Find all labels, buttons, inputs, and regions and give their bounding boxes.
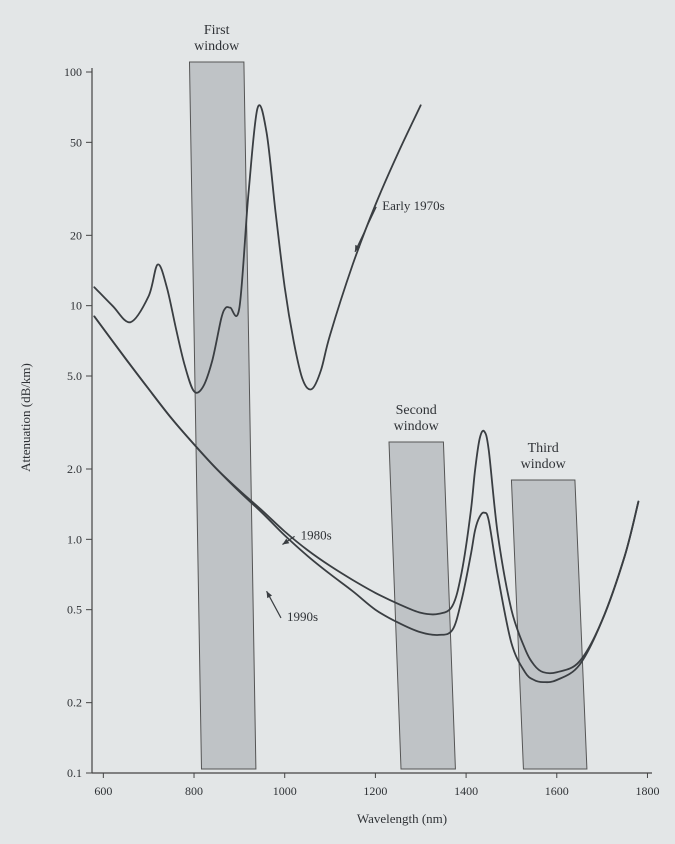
annotation-arrowhead (266, 591, 273, 599)
window-label: Third (528, 441, 559, 456)
x-tick-label: 1000 (273, 784, 297, 798)
y-tick-label: 2.0 (67, 462, 82, 476)
y-tick-label: 50 (70, 135, 82, 149)
window-label: window (194, 39, 240, 54)
x-tick-label: 1200 (363, 784, 387, 798)
window-label: window (521, 457, 567, 472)
annotation-arrowhead (282, 538, 290, 545)
y-tick-label: 100 (64, 65, 82, 79)
y-tick-label: 20 (70, 228, 82, 242)
y-tick-label: 5.0 (67, 369, 82, 383)
series-layer (93, 104, 640, 684)
axes-layer (91, 68, 652, 774)
series-line-2 (93, 315, 640, 684)
annotation-arrowhead (354, 244, 361, 252)
y-axis-title: Attenuation (dB/km) (18, 363, 33, 472)
annotation-label: Early 1970s (382, 198, 444, 213)
window-label: window (394, 419, 440, 434)
y-tick-label: 1.0 (67, 532, 82, 546)
ticks-layer: 100 50 20 10 5.0 2.0 1.0 0.5 0.2 0.1 600 800 1000 120… (64, 65, 659, 798)
annotations-layer: Early 1970s 1980s 1990s (266, 198, 445, 624)
x-tick-label: 600 (94, 784, 112, 798)
y-tick-label: 0.2 (67, 696, 82, 710)
y-tick-label: 0.1 (67, 766, 82, 780)
y-tick-label: 0.5 (67, 603, 82, 617)
window-band (188, 61, 257, 770)
window-band (510, 479, 588, 770)
window-band (388, 441, 456, 770)
x-tick-label: 1800 (635, 784, 659, 798)
x-axis-title: Wavelength (nm) (357, 811, 447, 826)
series-line-0 (93, 104, 422, 394)
window-label: Second (396, 403, 437, 418)
x-tick-label: 800 (185, 784, 203, 798)
x-tick-label: 1400 (454, 784, 478, 798)
y-tick-label: 10 (70, 299, 82, 313)
x-tick-label: 1600 (545, 784, 569, 798)
annotation-leader (354, 206, 377, 253)
annotation-label: 1980s (301, 527, 332, 542)
annotation-label: 1990s (287, 609, 318, 624)
window-label: First (204, 23, 230, 38)
